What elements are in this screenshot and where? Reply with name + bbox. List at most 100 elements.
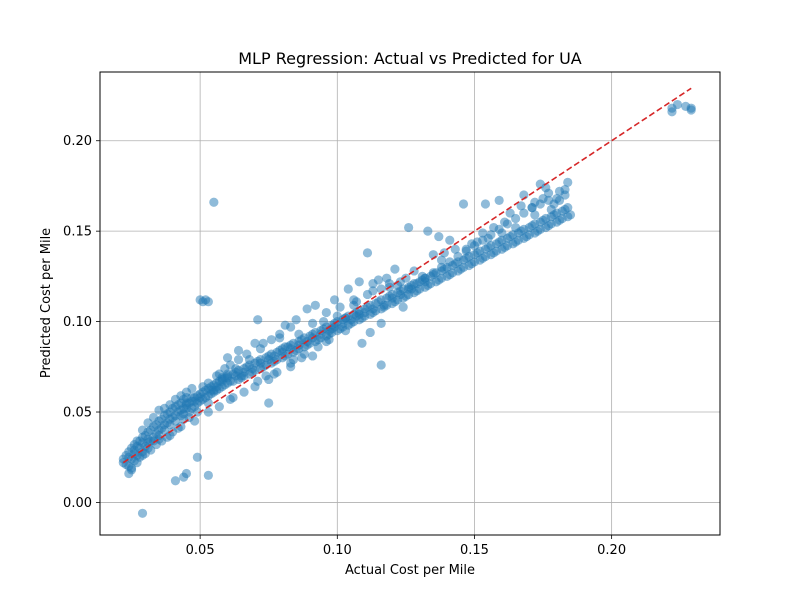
scatter-point — [264, 398, 274, 408]
scatter-point — [354, 277, 364, 287]
scatter-point — [420, 273, 430, 283]
scatter-point — [148, 412, 159, 423]
scatter-point — [511, 222, 521, 233]
scatter-point — [286, 322, 296, 332]
scatter-point — [203, 297, 213, 307]
scatter-point — [412, 279, 422, 289]
scatter-point — [335, 302, 345, 312]
scatter-point — [313, 342, 323, 352]
scatter-point — [563, 203, 573, 213]
scatter-point — [527, 203, 537, 213]
scatter-point — [250, 338, 260, 348]
scatter-point — [563, 177, 573, 187]
scatter-point — [436, 255, 447, 265]
scatter-point — [291, 315, 301, 325]
scatter-point — [445, 257, 455, 267]
scatter-point — [192, 452, 202, 462]
scatter-point — [373, 275, 384, 285]
scatter-point — [179, 472, 189, 482]
scatter-point — [316, 329, 326, 339]
scatter-point — [143, 443, 153, 453]
scatter-point — [126, 465, 137, 475]
scatter-point — [395, 289, 405, 300]
scatter-point — [308, 318, 318, 328]
scatter-point — [233, 354, 244, 365]
scatter-point — [247, 364, 257, 374]
scatter-point — [478, 235, 488, 245]
y-tick-label: 0.05 — [63, 406, 92, 421]
scatter-point — [258, 338, 268, 348]
chart-title: MLP Regression: Actual vs Predicted for … — [238, 49, 582, 68]
scatter-point — [535, 199, 545, 209]
scatter-point — [329, 295, 340, 305]
scatter-point — [286, 362, 296, 372]
scatter-point — [318, 316, 329, 327]
scatter-point — [387, 293, 397, 303]
scatter-point — [275, 329, 285, 339]
scatter-point — [428, 268, 438, 278]
scatter-point — [368, 304, 378, 314]
scatter-point — [486, 230, 496, 240]
y-tick-label: 0.10 — [63, 315, 92, 330]
scatter-point — [132, 436, 142, 446]
axes-frame — [99, 71, 721, 536]
x-tick-label: 0.20 — [597, 543, 626, 558]
scatter-point — [543, 195, 554, 206]
scatter-point — [398, 302, 408, 312]
scatter-point — [450, 244, 460, 254]
scatter-point — [242, 349, 252, 359]
scatter-point — [423, 226, 433, 236]
axis-ticks: 0.05 0.10 0.15 0.20 0.00 0.05 0.10 0.15 0.20 — [63, 134, 626, 558]
scatter-point — [502, 219, 512, 229]
scatter-point — [439, 248, 449, 258]
scatter-point — [552, 194, 562, 204]
y-tick-label: 0.15 — [63, 225, 92, 240]
scatter-point — [511, 213, 521, 224]
scatter-point — [332, 311, 342, 321]
scatter-point — [667, 107, 677, 117]
scatter-point — [225, 394, 235, 404]
scatter-point — [379, 300, 389, 310]
scatter-point — [321, 307, 331, 318]
scatter-point — [357, 338, 367, 348]
scatter-point — [137, 450, 148, 461]
scatter-point — [436, 262, 447, 272]
scatter-point — [294, 340, 304, 350]
scatter-point — [516, 201, 526, 211]
scatter-point — [255, 358, 266, 368]
scatter-point — [453, 251, 463, 262]
y-tick-label: 0.00 — [63, 496, 92, 511]
scatter-point — [294, 329, 304, 339]
scatter-point — [308, 351, 318, 361]
scatter-point — [365, 327, 375, 338]
scatter-point — [203, 407, 213, 417]
scatter-point — [565, 210, 576, 220]
scatter-point — [343, 284, 353, 294]
scatter-point — [321, 336, 331, 347]
scatter-point — [225, 360, 235, 370]
scatter-point — [209, 197, 219, 207]
scatter-point — [390, 264, 400, 274]
scatter-point — [519, 208, 529, 218]
scatter-point — [404, 222, 414, 233]
scatter-point — [458, 199, 469, 209]
scatter-point — [401, 273, 411, 283]
scatter-point — [190, 416, 200, 426]
scatter-point — [181, 403, 192, 413]
scatter-point — [351, 311, 362, 321]
scatter-point — [214, 401, 224, 412]
scatter-point — [469, 241, 480, 251]
scatter-point — [686, 103, 696, 113]
x-tick-label: 0.05 — [186, 543, 215, 558]
scatter-point — [340, 326, 351, 336]
scatter-point — [376, 318, 386, 328]
scatter-point — [434, 231, 444, 242]
scatter-point — [277, 347, 288, 357]
y-axis-label: Predicted Cost per Mile — [39, 228, 54, 378]
scatter-point — [195, 392, 205, 403]
scatter-point — [349, 295, 359, 305]
scatter-point — [222, 373, 233, 383]
scatter-point — [480, 199, 491, 209]
scatter-point — [148, 436, 159, 446]
